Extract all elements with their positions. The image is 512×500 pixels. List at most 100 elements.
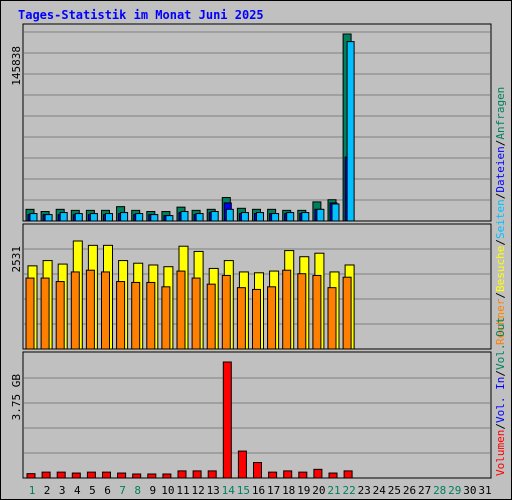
bar-volumen-day-22 <box>343 470 353 479</box>
bar-volumen-day-16 <box>253 462 262 479</box>
bar-volumen-day-10 <box>162 473 172 479</box>
bar-volumen-day-8 <box>132 473 142 479</box>
bar-rechner-day-9 <box>146 281 156 350</box>
x-tick-label-day-5: 5 <box>89 484 96 497</box>
chart-title: Tages-Statistik im Monat Juni 2025 <box>18 8 264 22</box>
bar-rechner-day-10 <box>161 286 171 350</box>
bar-seiten-day-14 <box>225 208 234 222</box>
x-tick-label-day-6: 6 <box>104 484 111 497</box>
x-tick-label-day-27: 27 <box>418 484 431 497</box>
x-tick-label-day-15: 15 <box>237 484 250 497</box>
x-tick-label-day-28: 28 <box>433 484 446 497</box>
x-tick-label-day-22: 22 <box>342 484 355 497</box>
bar-seiten-day-1 <box>29 213 38 222</box>
bar-volumen-day-18 <box>283 470 293 479</box>
legend-in: Vol. In <box>494 377 507 423</box>
bar-volumen-day-1 <box>26 473 36 479</box>
legend-separator: / <box>494 423 507 430</box>
bar-seiten-day-9 <box>150 214 159 222</box>
bar-volumen-day-7 <box>117 472 127 479</box>
bar-rechner-day-2 <box>40 277 50 350</box>
x-tick-label-day-8: 8 <box>134 484 141 497</box>
x-tick-label-day-10: 10 <box>161 484 174 497</box>
bar-volumen-day-19 <box>298 471 308 479</box>
bar-seiten-day-8 <box>135 213 144 222</box>
bar-seiten-day-5 <box>89 213 98 222</box>
bar-rechner-day-22 <box>342 276 352 350</box>
legend-separator: / <box>494 140 507 147</box>
panel-frame-bottom <box>22 351 492 479</box>
bar-seiten-day-17 <box>271 213 280 222</box>
x-tick-label-day-19: 19 <box>297 484 310 497</box>
legend-separator: / <box>494 370 507 377</box>
axis-max-label-bottom: 3.75 GB <box>10 374 23 421</box>
bar-volumen-day-13 <box>207 470 217 479</box>
axis-max-label-top: 145838 <box>10 46 23 86</box>
bar-volumen-day-21 <box>328 472 338 479</box>
legend-rechner: Rechner <box>494 298 507 345</box>
bar-volumen-day-4 <box>71 472 81 479</box>
bar-rechner-day-11 <box>176 270 186 350</box>
x-tick-label-day-31: 31 <box>478 484 491 497</box>
bar-volumen-day-2 <box>41 471 51 479</box>
bar-rechner-day-17 <box>267 286 277 350</box>
bar-rechner-day-21 <box>327 287 337 350</box>
x-tick-label-day-1: 1 <box>29 484 36 497</box>
bar-volumen-day-14 <box>222 361 232 479</box>
bar-rechner-day-12 <box>191 277 201 350</box>
bar-rechner-day-7 <box>116 281 126 350</box>
x-tick-label-day-24: 24 <box>373 484 387 497</box>
bar-rechner-day-15 <box>236 287 246 350</box>
x-tick-label-day-7: 7 <box>119 484 126 497</box>
x-tick-label-day-3: 3 <box>59 484 66 497</box>
legend-out: Vol. Out <box>494 317 507 370</box>
legend-volumen: Volumen <box>494 430 507 476</box>
bar-seiten-day-12 <box>195 213 204 222</box>
legend-separator: / <box>494 193 507 200</box>
bar-seiten-day-22 <box>346 41 355 222</box>
x-tick-label-day-25: 25 <box>388 484 401 497</box>
bar-seiten-day-11 <box>180 211 189 222</box>
bar-seiten-day-15 <box>240 212 249 222</box>
bar-seiten-day-13 <box>210 211 219 222</box>
bar-seiten-day-18 <box>286 212 295 222</box>
x-tick-label-day-9: 9 <box>149 484 156 497</box>
bar-rechner-day-1 <box>25 277 35 350</box>
bar-seiten-day-2 <box>44 214 53 222</box>
bar-rechner-day-16 <box>252 288 261 350</box>
x-tick-label-day-16: 16 <box>252 484 265 497</box>
legend-dateien: Dateien <box>494 146 507 192</box>
bar-volumen-day-20 <box>313 468 323 479</box>
x-tick-label-day-21: 21 <box>327 484 340 497</box>
bar-seiten-day-3 <box>59 212 68 222</box>
bar-seiten-day-10 <box>165 215 174 222</box>
bar-seiten-day-4 <box>74 213 83 222</box>
x-tick-label-day-11: 11 <box>176 484 189 497</box>
legend-separator: / <box>494 292 507 299</box>
legend-seiten: Seiten <box>494 199 507 239</box>
bar-rechner-day-19 <box>297 273 307 350</box>
x-tick-label-day-13: 13 <box>207 484 220 497</box>
bar-volumen-day-5 <box>86 471 96 479</box>
bar-seiten-day-6 <box>105 213 113 222</box>
bar-rechner-day-4 <box>70 271 80 350</box>
x-tick-label-day-17: 17 <box>267 484 280 497</box>
bar-rechner-day-3 <box>55 281 65 350</box>
legend-top-middle: Rechner/Besuche/Seiten/Dateien/Anfragen <box>494 87 507 345</box>
axis-max-label-middle: 2531 <box>10 246 23 273</box>
x-tick-label-day-20: 20 <box>312 484 325 497</box>
bar-volumen-day-17 <box>268 471 278 479</box>
bar-seiten-day-7 <box>120 212 129 222</box>
x-tick-label-day-23: 23 <box>358 484 371 497</box>
panel-frame-top <box>22 23 492 222</box>
bar-seiten-day-19 <box>301 212 310 222</box>
x-tick-label-day-29: 29 <box>448 484 461 497</box>
x-tick-label-day-2: 2 <box>44 484 51 497</box>
x-tick-label-day-30: 30 <box>463 484 476 497</box>
bar-rechner-day-14 <box>221 274 231 350</box>
x-tick-label-day-12: 12 <box>191 484 204 497</box>
bar-rechner-day-6 <box>101 271 110 350</box>
bar-volumen-day-11 <box>177 470 187 479</box>
